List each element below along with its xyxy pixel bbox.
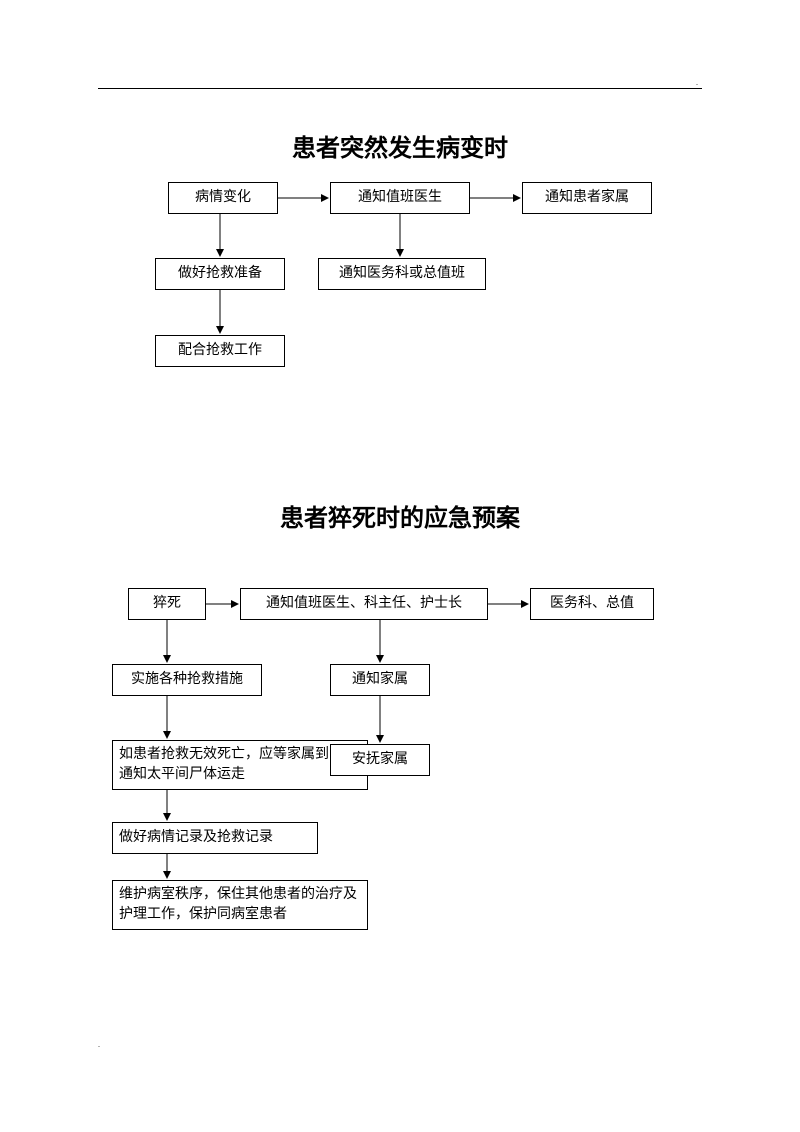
fc2-node-maintain-order: 维护病室秩序，保住其他患者的治疗及护理工作，保护同病室患者 [112, 880, 368, 930]
page-header-rule [98, 88, 702, 89]
corner-dot-bottom: . [98, 1040, 100, 1049]
fc2-node-rescue-measures: 实施各种抢救措施 [112, 664, 262, 696]
fc1-node-notify-family: 通知患者家属 [522, 182, 652, 214]
flowchart2-title: 患者猝死时的应急预案 [0, 498, 800, 533]
fc1-node-assist-rescue: 配合抢救工作 [155, 335, 285, 367]
fc1-node-condition-change: 病情变化 [168, 182, 278, 214]
fc2-node-comfort-family: 安抚家属 [330, 744, 430, 776]
flowchart1-title: 患者突然发生病变时 [0, 128, 800, 163]
fc2-node-records: 做好病情记录及抢救记录 [112, 822, 318, 854]
fc1-node-notify-medical-dept: 通知医务科或总值班 [318, 258, 486, 290]
fc2-node-notify-family: 通知家属 [330, 664, 430, 696]
fc1-node-prepare-rescue: 做好抢救准备 [155, 258, 285, 290]
flowchart-arrows [0, 0, 800, 1132]
fc2-node-medical-dept: 医务科、总值 [530, 588, 654, 620]
corner-dot-top: . [696, 78, 698, 87]
fc2-node-sudden-death: 猝死 [128, 588, 206, 620]
fc1-node-notify-doctor: 通知值班医生 [330, 182, 470, 214]
fc2-node-notify-staff: 通知值班医生、科主任、护士长 [240, 588, 488, 620]
